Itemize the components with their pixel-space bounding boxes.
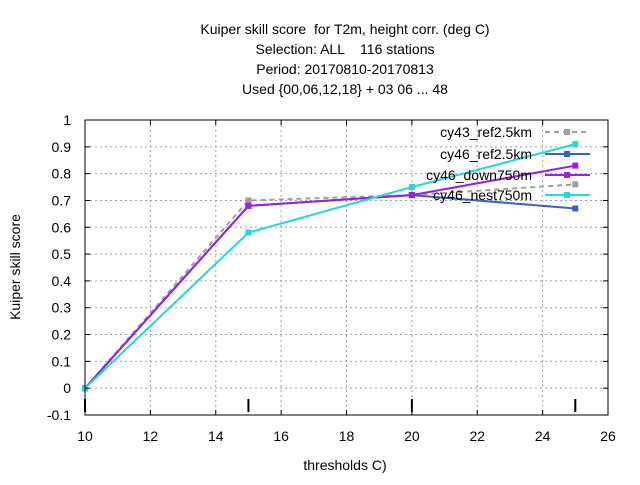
data-point (408, 184, 415, 191)
data-point (408, 192, 415, 199)
chart-grid (85, 120, 608, 415)
x-tick-label: 16 (273, 428, 289, 444)
series-line (84, 183, 576, 389)
x-tick-label: 12 (143, 428, 159, 444)
series-line (84, 194, 576, 389)
legend-marker (564, 129, 570, 135)
legend-marker (564, 192, 570, 198)
title-line: Kuiper skill score for T2m, height corr.… (200, 21, 489, 37)
x-tick-label: 26 (600, 428, 616, 444)
x-axis-label: thresholds C) (303, 457, 386, 473)
data-point (572, 141, 579, 148)
data-point (572, 181, 579, 188)
legend-marker (564, 172, 570, 178)
data-point (245, 202, 252, 209)
y-tick-label: 0.8 (52, 166, 72, 182)
x-tick-label: 20 (404, 428, 420, 444)
legend-marker (564, 151, 570, 157)
y-tick-label: 0 (63, 380, 71, 396)
y-tick-label: -0.1 (47, 407, 71, 423)
y-axis-label: Kuiper skill score (7, 214, 23, 320)
y-tick-label: 0.2 (52, 327, 72, 343)
legend: cy43_ref2.5km cy46_ref2.5km cy46_down750mc… (426, 124, 590, 203)
x-tick-label: 22 (469, 428, 485, 444)
legend-label: cy46_ref2.5km (440, 146, 532, 162)
x-axis: 10 12 14 16 18 20 22 24 26 (77, 120, 616, 444)
data-point (572, 162, 579, 169)
data-point (572, 205, 579, 212)
y-tick-label: 0.1 (52, 353, 72, 369)
series-line (84, 143, 576, 389)
y-tick-label: 0.6 (52, 219, 72, 235)
x-tick-label: 18 (339, 428, 355, 444)
x-tick-label: 24 (535, 428, 551, 444)
legend-label: cy46_nest750m (433, 187, 532, 203)
y-axis: -0.1 0 0.1 0.2 0.3 0.4 0.5 0.6 0.7 0.8 0.9 1 (47, 112, 608, 423)
chart-title: Kuiper skill score for T2m, height corr.… (200, 21, 489, 97)
title-line: Period: 20170810-20170813 (256, 61, 434, 77)
x-tick-label: 14 (208, 428, 224, 444)
bottom-markers (84, 399, 577, 412)
legend-label: cy43_ref2.5km (440, 124, 532, 140)
data-point (245, 229, 252, 236)
x-tick-label: 10 (77, 428, 93, 444)
legend-label: cy46_down750m (426, 167, 532, 183)
y-tick-label: 0.9 (52, 139, 72, 155)
data-point (245, 197, 252, 204)
y-tick-label: 0.3 (52, 300, 72, 316)
y-tick-label: 0.5 (52, 246, 72, 262)
y-tick-label: 0.4 (52, 273, 72, 289)
title-line: Selection: ALL 116 stations (255, 41, 434, 57)
series-line (84, 164, 576, 389)
y-tick-label: 1 (63, 112, 71, 128)
title-line: Used {00,06,12,18} + 03 06 ... 48 (242, 81, 448, 97)
y-tick-label: 0.7 (52, 192, 72, 208)
